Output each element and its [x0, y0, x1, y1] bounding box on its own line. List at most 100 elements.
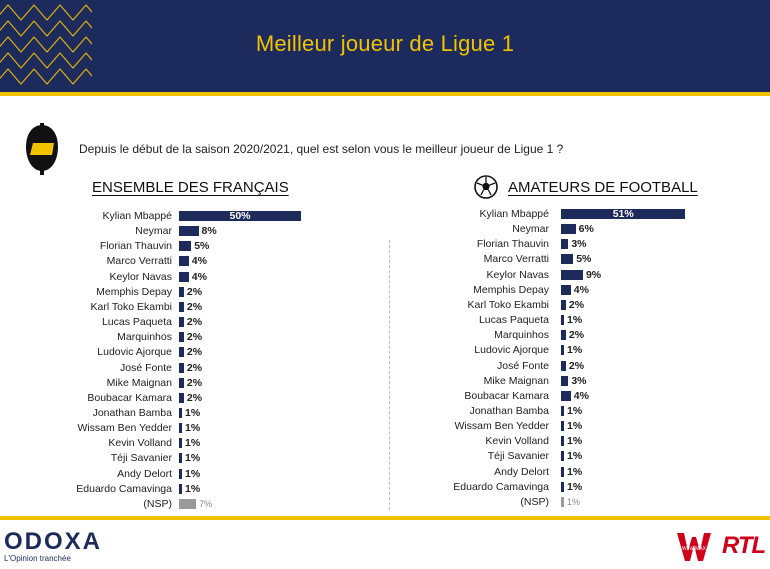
- bar-row: Keylor Navas 4%: [0, 270, 770, 285]
- bar-row: Memphis Depay 4%: [0, 283, 770, 298]
- data-bar: [561, 481, 564, 492]
- bar-row: Keylor Navas 9%: [0, 268, 770, 283]
- bar-row: Neymar 8%: [0, 224, 770, 239]
- category-label: Karl Toko Ekambi: [467, 298, 549, 311]
- value-label: 1%: [567, 404, 583, 417]
- value-label: 6%: [578, 223, 594, 236]
- category-label: (NSP): [520, 495, 549, 508]
- category-label: Florian Thauvin: [99, 240, 172, 253]
- bar-row: José Fonte 2%: [0, 359, 770, 374]
- category-label: Lucas Paqueta: [101, 316, 172, 329]
- survey-question: Depuis le début de la saison 2020/2021, …: [79, 142, 564, 156]
- category-label: José Fonte: [120, 361, 172, 374]
- data-bar: [561, 375, 569, 386]
- data-bar: [561, 496, 564, 507]
- value-label: 1%: [567, 465, 583, 478]
- value-label: 9%: [585, 268, 602, 281]
- category-label: Neymar: [135, 225, 172, 238]
- data-bar: [179, 301, 184, 312]
- bar-row: Eduardo Camavinga 1%: [0, 482, 770, 497]
- bar-row: Kylian Mbappé 51%: [0, 207, 770, 222]
- category-label: Eduardo Camavinga: [453, 480, 549, 493]
- data-bar: [179, 483, 182, 494]
- category-label: Memphis Depay: [473, 283, 549, 296]
- category-label: Boubacar Kamara: [87, 391, 172, 404]
- data-bar: [179, 407, 182, 418]
- chart-all-french: Kylian Mbappé 50% Neymar 8% Florian Thauvin 5…: [0, 209, 390, 510]
- bar-row: Wissam Ben Yedder 1%: [0, 419, 770, 434]
- odoxa-badge-icon: [26, 123, 58, 175]
- category-label: Wissam Ben Yedder: [454, 420, 549, 433]
- value-label: 2%: [186, 285, 203, 298]
- value-label: 2%: [186, 391, 203, 404]
- value-label: 2%: [568, 359, 585, 372]
- bar-row: Ludovic Ajorque 1%: [0, 343, 770, 358]
- category-label: Andy Delort: [494, 465, 549, 478]
- data-bar: [179, 317, 184, 328]
- data-bar: [179, 347, 184, 358]
- odoxa-wordmark: ODOXA: [4, 528, 103, 555]
- chart-football-fans: Kylian Mbappé 51% Neymar 6% Florian Thauvin 3…: [0, 207, 770, 508]
- bar-row: Ludovic Ajorque 2%: [0, 345, 770, 360]
- bar-row: José Fonte 2%: [0, 361, 770, 376]
- section-title-all: ENSEMBLE DES FRANÇAIS: [92, 179, 289, 196]
- category-label: Kevin Volland: [485, 435, 549, 448]
- value-label: 1%: [185, 467, 201, 480]
- value-label: 2%: [186, 361, 203, 374]
- bar-row: Karl Toko Ekambi 2%: [0, 300, 770, 315]
- category-label: Ludovic Ajorque: [97, 346, 172, 359]
- category-label: Keylor Navas: [486, 268, 549, 281]
- category-label: (NSP): [143, 497, 172, 510]
- category-label: Kevin Volland: [108, 437, 172, 450]
- bar-row: Boubacar Kamara 2%: [0, 391, 770, 406]
- bar-row: (NSP) 7%: [0, 497, 770, 512]
- value-label: 4%: [191, 255, 207, 268]
- winamax-logo-icon: WINAMAX: [677, 533, 711, 561]
- data-bar: [561, 209, 686, 219]
- category-label: Marco Verratti: [106, 255, 172, 268]
- data-bar: [179, 211, 301, 221]
- data-bar: [179, 241, 192, 252]
- value-label: 1%: [567, 450, 583, 463]
- bar-row: Andy Delort 1%: [0, 465, 770, 480]
- category-label: Téji Savanier: [110, 452, 172, 465]
- value-label: 1%: [185, 406, 201, 419]
- data-bar: [179, 271, 189, 282]
- football-icon: [474, 175, 498, 199]
- bar-row: Memphis Depay 2%: [0, 285, 770, 300]
- data-bar: [561, 451, 564, 462]
- bar-row: Marquinhos 2%: [0, 328, 770, 343]
- value-label: 2%: [186, 331, 203, 344]
- value-label: 1%: [185, 422, 201, 435]
- category-label: Eduardo Camavinga: [76, 482, 172, 495]
- value-label: 1%: [185, 452, 201, 465]
- value-label: 1%: [185, 437, 201, 450]
- category-label: Marquinhos: [117, 331, 172, 344]
- category-label: Andy Delort: [117, 467, 172, 480]
- data-bar: [561, 390, 571, 401]
- value-label: 1%: [185, 482, 201, 495]
- data-bar: [561, 284, 571, 295]
- data-bar: [179, 362, 184, 373]
- category-label: Téji Savanier: [487, 450, 549, 463]
- data-bar: [179, 286, 184, 297]
- bar-row: Eduardo Camavinga 1%: [0, 480, 770, 495]
- bar-row: Neymar 6%: [0, 222, 770, 237]
- data-bar: [561, 345, 564, 356]
- value-label: 50%: [229, 210, 251, 222]
- data-bar: [179, 256, 189, 267]
- category-label: Jonathan Bamba: [92, 406, 172, 419]
- value-label: 2%: [568, 329, 585, 342]
- value-label: 1%: [567, 435, 583, 448]
- data-bar: [179, 332, 184, 343]
- category-label: Mike Maignan: [483, 374, 549, 387]
- category-label: Kylian Mbappé: [102, 210, 172, 222]
- value-label: 2%: [186, 376, 203, 389]
- value-label: 2%: [568, 298, 585, 311]
- value-label: 1%: [567, 420, 583, 433]
- value-label: 4%: [191, 270, 207, 283]
- category-label: Ludovic Ajorque: [474, 344, 549, 357]
- category-label: Florian Thauvin: [476, 238, 549, 251]
- category-label: Marquinhos: [494, 329, 549, 342]
- data-bar: [179, 453, 182, 464]
